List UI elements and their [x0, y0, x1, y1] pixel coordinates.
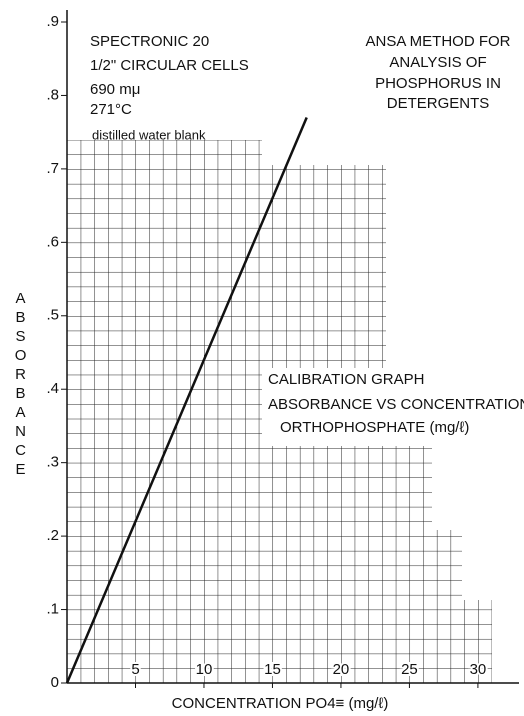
y-tick-label: .8 — [46, 86, 59, 103]
annotation: 690 mμ — [90, 81, 140, 98]
y-axis-label: ABSORBANCE — [12, 290, 29, 480]
annotation: DETERGENTS — [387, 95, 490, 112]
label-bg — [76, 20, 316, 138]
series-line — [65, 116, 308, 684]
x-tick-label: 20 — [333, 661, 350, 678]
annotation: PHOSPHORUS IN — [375, 75, 501, 92]
annotation: 271°C — [90, 101, 132, 118]
annotation: ANSA METHOD FOR — [365, 33, 510, 50]
y-tick-label: .6 — [46, 233, 59, 250]
y-tick-label: .3 — [46, 454, 59, 471]
x-tick-label: 15 — [264, 661, 281, 678]
y-tick-label: .1 — [46, 601, 59, 618]
x-tick-label: 10 — [196, 661, 213, 678]
x-axis-label: CONCENTRATION PO4≡ (mg/ℓ) — [172, 695, 389, 712]
annotation: CALIBRATION GRAPH — [268, 371, 424, 388]
annotation: 1/2" CIRCULAR CELLS — [90, 57, 249, 74]
annotation: distilled water blank — [92, 127, 206, 142]
y-tick-label: .4 — [46, 380, 59, 397]
x-tick-label: 30 — [470, 661, 487, 678]
y-tick-label: .5 — [46, 307, 59, 324]
annotation: ANALYSIS OF — [389, 54, 486, 71]
x-tick-label: 25 — [401, 661, 418, 678]
annotation: ORTHOPHOSPHATE (mg/ℓ) — [280, 419, 469, 436]
annotation: ABSORBANCE VS CONCENTRATION — [268, 396, 524, 413]
y-tick-label: .7 — [46, 160, 59, 177]
x-tick-label: 5 — [131, 661, 139, 678]
y-tick-label: 0 — [51, 674, 59, 691]
y-tick-label: .9 — [46, 13, 59, 30]
y-tick-label: .2 — [46, 527, 59, 544]
annotation: SPECTRONIC 20 — [90, 33, 209, 50]
label-bg — [262, 368, 524, 446]
label-bg — [320, 20, 524, 116]
